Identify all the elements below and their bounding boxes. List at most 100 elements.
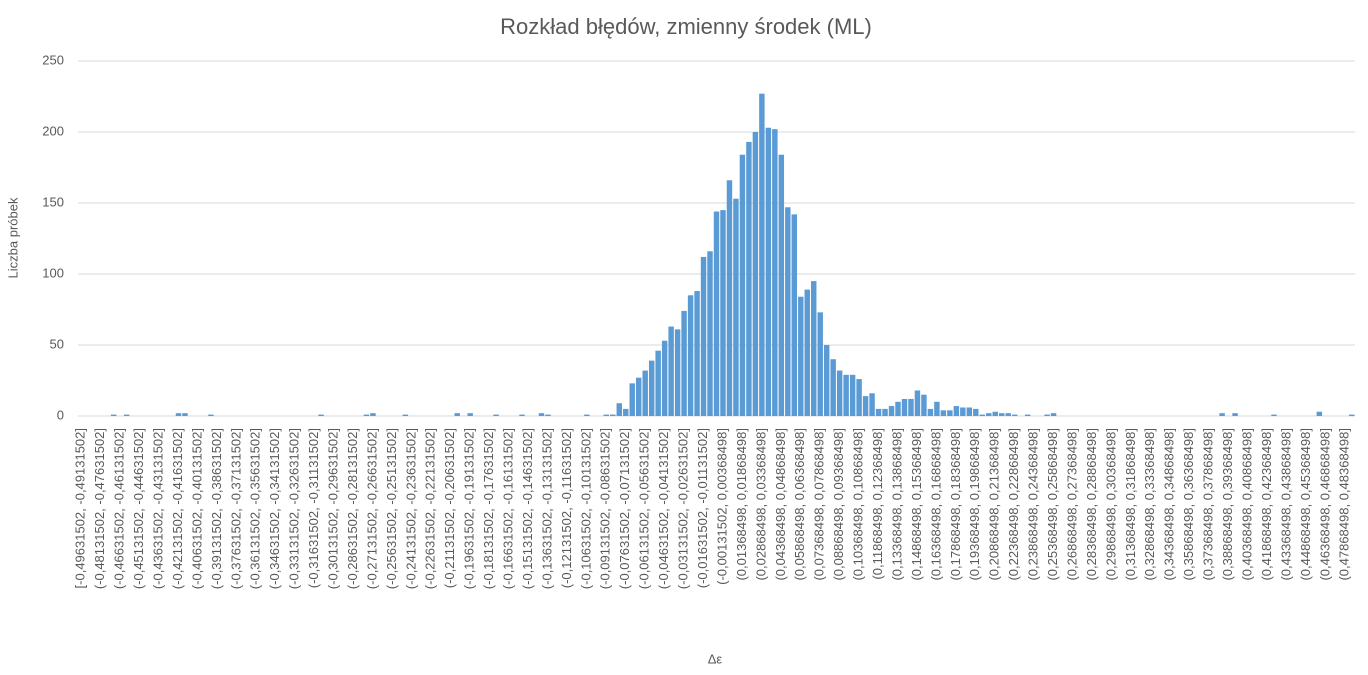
bar (454, 413, 460, 416)
x-tick-label: (-0,30131502, -0,29631502] (325, 428, 340, 589)
y-axis-label: Liczba próbek (5, 197, 20, 278)
bar (927, 408, 934, 416)
x-tick-label: (-0,04631502, -0,04131502] (656, 428, 671, 589)
bar (752, 132, 759, 416)
bar (862, 396, 869, 416)
x-tick-label: (-0,12131502, -0,11631502] (559, 428, 574, 588)
bar (713, 211, 720, 416)
x-tick-label: (-0,42131502, -0,41631502] (170, 428, 185, 589)
bar (519, 414, 525, 416)
y-tick-label: 0 (57, 407, 64, 422)
bar (836, 370, 843, 416)
x-tick-label: (0,31368498, 0,31868498] (1123, 428, 1138, 581)
bar (182, 413, 188, 416)
x-tick-label: (-0,31631502, -0,31131502] (306, 428, 321, 588)
bar (123, 414, 130, 416)
bar (661, 340, 668, 416)
bar (467, 413, 473, 416)
bar (370, 413, 376, 416)
bar (175, 413, 182, 416)
bar (875, 408, 882, 416)
x-tick-label: (0,02868498, 0,03368498] (753, 428, 768, 581)
x-tick-label: (0,28368498, 0,28868498] (1084, 428, 1099, 581)
y-tick-label: 100 (42, 265, 64, 280)
x-tick-label: (0,16368498, 0,16868498] (928, 428, 943, 581)
bar (966, 407, 973, 416)
bar (1271, 414, 1277, 416)
bar (869, 393, 875, 416)
bar (765, 127, 772, 417)
bar (947, 410, 953, 416)
x-tick-label: (0,04368498, 0,04868498] (773, 428, 788, 581)
x-tick-label: (-0,07631502, -0,07131502] (617, 428, 632, 589)
x-tick-label: (0,14868498, 0,15368498] (909, 428, 924, 581)
x-tick-label: (0,05868498, 0,06368498] (792, 428, 807, 581)
bar (707, 251, 713, 416)
bar (973, 408, 979, 416)
x-tick-label: (0,29868498, 0,30368498] (1103, 428, 1118, 581)
bar (1044, 414, 1050, 416)
x-tick-label: (0,38868498, 0,39368498] (1220, 428, 1235, 581)
x-axis-label: Δε (708, 651, 723, 666)
x-tick-label: (0,20868498, 0,21368498] (987, 428, 1002, 581)
x-tick-label: (-0,01631502, -0,01131502] (695, 428, 710, 588)
bar (908, 398, 914, 416)
x-tick-label: (0,10368498, 0,10868498] (851, 428, 866, 581)
x-tick-label: (0,46368498, 0,46868498] (1317, 428, 1332, 581)
x-tick-label: (0,25368498, 0,25868498] (1045, 428, 1060, 581)
x-tick-label: (-0,22631502, -0,22131502] (423, 428, 438, 589)
x-tick-label: (0,43368498, 0,43868498] (1278, 428, 1293, 581)
bar (610, 414, 616, 416)
bar (986, 413, 992, 416)
bar (856, 379, 862, 416)
bar (960, 407, 966, 416)
bar (798, 296, 804, 416)
bar (584, 414, 590, 416)
x-tick-label: (0,19368498, 0,19868498] (967, 428, 982, 581)
bar (979, 414, 985, 416)
x-tick-label: (-0,03131502, -0,02631502] (676, 428, 691, 589)
bar (720, 210, 726, 416)
bar (823, 345, 830, 416)
x-tick-label: (0,34368498, 0,34868498] (1162, 428, 1177, 581)
bar (1011, 414, 1018, 416)
x-tick-label: (-0,21131502, -0,20631502] (442, 428, 457, 588)
bar (655, 350, 661, 416)
bar (402, 414, 409, 416)
bar (363, 414, 370, 416)
y-tick-label: 50 (50, 336, 64, 351)
x-tick-label: (0,07368498, 0,07868498] (812, 428, 827, 581)
x-tick-label: (-0,36131502, -0,35631502] (248, 428, 263, 589)
chart-title: Rozkład błędów, zmienny środek (ML) (500, 14, 872, 39)
bar (1349, 414, 1355, 416)
bar (642, 370, 648, 416)
x-tick-label: (0,08868498, 0,09368498] (831, 428, 846, 581)
y-tick-label: 200 (42, 123, 64, 138)
x-tick-label: (0,26868498, 0,27368498] (1064, 428, 1079, 581)
x-tick-label: (-0,40631502, -0,40131502] (189, 428, 204, 589)
bar (914, 390, 921, 416)
x-tick-label: (-0,19631502, -0,19131502] (462, 428, 477, 589)
bar (668, 326, 674, 416)
bar (616, 403, 622, 416)
x-tick-label: (-0,33131502, -0,32631502] (287, 428, 302, 589)
y-tick-label: 250 (42, 52, 64, 67)
x-tick-label: (-0,10631502, -0,10131502] (578, 428, 593, 589)
bar (992, 411, 998, 416)
x-tick-label: (0,44868498, 0,45368498] (1298, 428, 1313, 581)
bar (694, 291, 700, 416)
bar (603, 414, 610, 416)
bar (700, 256, 707, 416)
bar (635, 377, 642, 416)
x-tick-label: (-0,45131502, -0,44631502] (131, 428, 146, 589)
bar (804, 289, 810, 416)
bar (785, 207, 791, 416)
bar (888, 406, 895, 416)
x-tick-label: (-0,00131502, 0,00368498] (714, 428, 729, 585)
bar (895, 401, 901, 416)
x-tick-label: [-0,49631502, -0,49131502] (73, 428, 88, 588)
x-tick-label: (-0,39131502, -0,38631502] (209, 428, 224, 589)
bar (849, 374, 856, 416)
bar (998, 413, 1005, 416)
